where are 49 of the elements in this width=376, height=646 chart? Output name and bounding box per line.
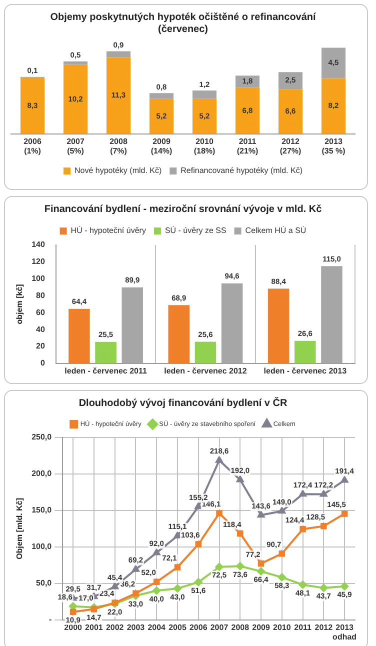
chart-title: Financování bydlení - meziroční srovnání vývoje v mld. Kč [44,204,322,215]
x-tick-label: 2003 [126,622,146,632]
legend-label: SÚ - úvěry ze SS [164,226,226,236]
x-tick-label: 2012 (27%) [280,136,302,156]
x-tick-label: 2006 [189,622,208,632]
x-tick-label: 2009 [252,622,270,632]
x-tick-label: 2011 (21%) [236,136,259,156]
y-tick-label: - [48,615,52,624]
x-tick-label: 2002 [106,622,124,632]
x-tick-label: 2010 [273,622,292,632]
y-tick-label: 50,0 [36,578,52,588]
x-tick-label: leden - červenec 2013 [264,366,348,376]
x-tick-label: 2006 (1%) [24,136,42,156]
legend-label: Refinancované hypotéky (mld. Kč) [180,166,303,176]
x-tick-label: 2001 [85,622,104,632]
x-tick-label: 2008 [231,622,250,632]
legend-label: Celkem HÚ a SÚ [245,226,306,236]
x-tick-label: 2007 (5%) [66,136,85,156]
x-tick-label: 2011 [294,622,312,632]
x-tick-label: 2012 [314,622,334,632]
x-tick-label: 2004 [148,622,166,632]
y-axis-title: Objem [mld. Kč] [15,498,24,560]
y-tick-label: 20 [36,342,46,351]
y-tick-label: 0 [40,358,46,368]
legend-label: HÚ - hypoteční úvěry [70,226,146,236]
y-tick-label: 100,0 [32,542,52,552]
y-tick-label: 40 [36,324,46,334]
x-tick-label: leden - červenec 2012 [164,366,248,376]
chart-title: Dlouhodobý vývoj financování bydlení v ČR [78,396,288,409]
y-tick-label: 200,0 [32,469,52,478]
x-tick-label: 2009 (14%) [150,136,173,156]
chart-title: Objemy poskytnutých hypoték očištěné o refinancování (červenec) [50,12,318,35]
x-tick-label: 2005 [168,622,187,632]
y-tick-label: 150,0 [32,506,52,515]
y-tick-label: 60 [36,308,46,317]
x-tick-label: 2013 odhad [332,622,357,642]
y-tick-label: 80 [36,290,46,300]
y-tick-label: 140 [32,240,46,250]
x-tick-label: 2007 [210,622,229,632]
y-tick-label: 250,0 [32,432,52,442]
x-tick-label: 2000 [64,622,83,632]
legend-label: Nové hypotéky (mld. Kč) [74,166,162,176]
x-tick-label: 2008 (7%) [110,136,128,156]
x-tick-label: 2010 (18%) [194,136,216,156]
x-tick-label: 2013 (35 %) [322,136,346,156]
y-tick-label: 100 [32,274,46,284]
y-axis-title: objem [kč] [15,284,24,324]
y-tick-label: 120 [32,257,46,266]
x-tick-label: leden - červenec 2011 [64,366,148,376]
